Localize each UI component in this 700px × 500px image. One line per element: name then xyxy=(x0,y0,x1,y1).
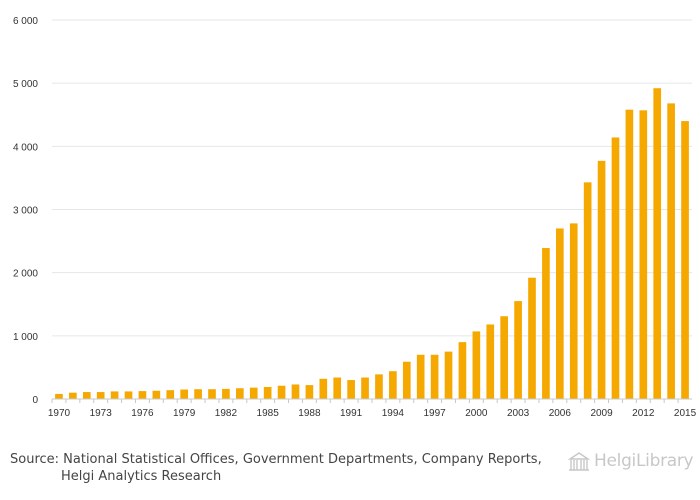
bar-1986[interactable] xyxy=(277,385,286,399)
x-tick-label: 1985 xyxy=(257,408,280,419)
bar-2001[interactable] xyxy=(486,324,495,399)
bar-1992[interactable] xyxy=(361,377,369,399)
y-tick-label: 2 000 xyxy=(13,269,38,280)
bar-2006[interactable] xyxy=(556,228,564,399)
x-tick-label: 1997 xyxy=(423,408,446,419)
bar-1983[interactable] xyxy=(236,388,244,399)
x-tick-label: 1970 xyxy=(48,408,71,419)
bar-2012[interactable] xyxy=(639,110,648,399)
x-axis: 1970 1973 1976 1979 1982 1985 1988 1991 1994 1997… xyxy=(48,398,697,419)
bar-1995[interactable] xyxy=(402,361,411,399)
y-tick-label: 0 xyxy=(32,395,38,406)
x-tick-label: 2015 xyxy=(674,408,697,419)
bar-1989[interactable] xyxy=(319,378,328,399)
bar-1973[interactable] xyxy=(96,392,105,399)
bar-2002[interactable] xyxy=(500,316,508,399)
x-tick-label: 2012 xyxy=(632,408,655,419)
bar-2003[interactable] xyxy=(514,301,522,399)
x-tick-label: 1982 xyxy=(215,408,238,419)
source-line-2: Helgi Analytics Research xyxy=(61,469,222,484)
bar-1976[interactable] xyxy=(138,391,147,399)
y-axis: 0 1 000 2 000 3 000 4 000 5 000 6 000 xyxy=(13,16,38,406)
bar-1996[interactable] xyxy=(416,354,425,399)
x-tick-label: 2006 xyxy=(549,408,572,419)
x-tick-label: 1988 xyxy=(298,408,321,419)
x-tick-label: 1979 xyxy=(173,408,196,419)
bar-2015[interactable] xyxy=(681,121,689,400)
gridlines xyxy=(52,19,692,337)
bar-1978[interactable] xyxy=(166,390,175,399)
bar-1990[interactable] xyxy=(333,377,342,399)
x-tick-label: 1991 xyxy=(340,408,363,419)
x-tick-label: 1994 xyxy=(382,408,405,419)
bar-1985[interactable] xyxy=(263,386,272,399)
bar-1981[interactable] xyxy=(208,389,216,399)
bar-2009[interactable] xyxy=(597,160,606,399)
bars xyxy=(55,88,689,400)
bar-1972[interactable] xyxy=(82,392,91,399)
logo-text: HelgiLibrary xyxy=(594,451,694,471)
library-building-icon xyxy=(568,452,590,471)
bar-2007[interactable] xyxy=(569,223,578,399)
bar-2010[interactable] xyxy=(611,137,620,400)
y-tick-label: 6 000 xyxy=(13,16,38,27)
x-tick-label: 2009 xyxy=(590,408,613,419)
bar-1977[interactable] xyxy=(152,390,161,399)
bar-1994[interactable] xyxy=(389,371,397,399)
bar-2005[interactable] xyxy=(542,248,550,399)
bar-2013[interactable] xyxy=(653,88,662,399)
bar-1975[interactable] xyxy=(124,391,133,399)
x-tick-label: 1973 xyxy=(90,408,113,419)
bar-1979[interactable] xyxy=(180,389,188,399)
bar-1980[interactable] xyxy=(194,389,202,399)
bar-1971[interactable] xyxy=(69,392,77,399)
y-tick-label: 3 000 xyxy=(13,206,38,217)
bar-2008[interactable] xyxy=(583,182,592,399)
y-tick-label: 5 000 xyxy=(13,79,38,90)
bar-1988[interactable] xyxy=(305,385,314,399)
bar-2011[interactable] xyxy=(625,109,634,400)
y-tick-label: 4 000 xyxy=(13,142,38,153)
x-tick-label: 1976 xyxy=(131,408,154,419)
bar-1970[interactable] xyxy=(55,393,63,399)
bar-1999[interactable] xyxy=(458,342,467,399)
bar-1982[interactable] xyxy=(222,388,230,399)
bar-1984[interactable] xyxy=(249,387,258,399)
y-tick-label: 1 000 xyxy=(13,332,38,343)
bar-1991[interactable] xyxy=(347,380,355,399)
bar-1998[interactable] xyxy=(444,351,453,399)
helgi-library-logo[interactable]: HelgiLibrary xyxy=(568,448,694,474)
bar-2014[interactable] xyxy=(667,103,675,399)
bar-1993[interactable] xyxy=(375,374,383,399)
bar-chart: 0 1 000 2 000 3 000 4 000 5 000 6 000 1970 1973… xyxy=(13,16,697,419)
source-note: Source: National Statistical Offices, Go… xyxy=(10,451,550,485)
source-line-1: Source: National Statistical Offices, Go… xyxy=(10,452,542,467)
x-tick-label: 2003 xyxy=(507,408,530,419)
bar-2000[interactable] xyxy=(472,331,481,399)
x-tick-label: 2000 xyxy=(465,408,488,419)
bar-1974[interactable] xyxy=(110,391,119,399)
bar-1987[interactable] xyxy=(291,384,300,399)
bar-2004[interactable] xyxy=(528,277,536,399)
bar-1997[interactable] xyxy=(430,354,439,399)
